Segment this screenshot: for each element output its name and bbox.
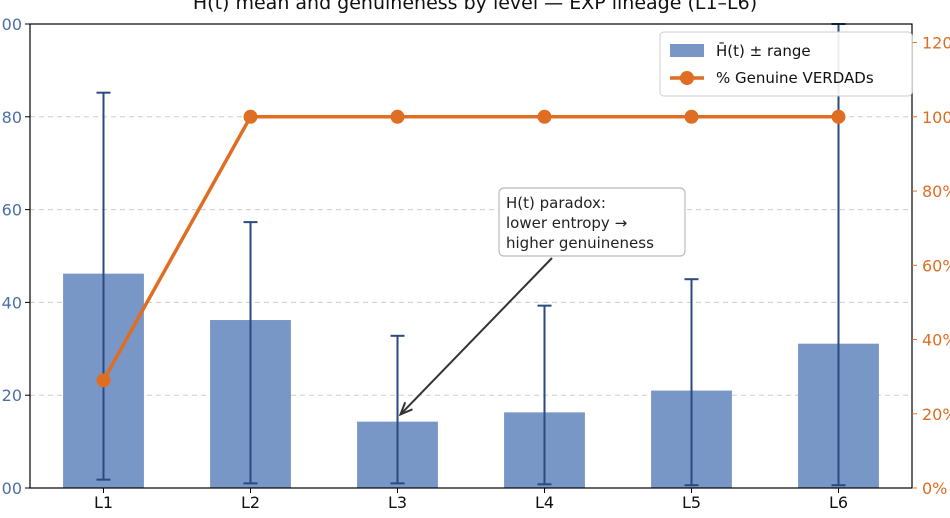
right-tick-label: 20% xyxy=(922,405,950,424)
legend-label-line: % Genuine VERDADs xyxy=(716,69,874,87)
right-tick-label: 120% xyxy=(922,34,950,53)
annotation-arrow-head xyxy=(398,401,413,417)
genuine-point-L1 xyxy=(96,373,111,388)
x-tick-label: L5 xyxy=(682,493,701,512)
right-tick-label: 0% xyxy=(922,479,947,498)
x-tick-label: L1 xyxy=(94,493,113,512)
left-tick-label: 0.20 xyxy=(0,386,22,405)
x-tick-label: L3 xyxy=(388,493,407,512)
left-tick-label: 0.60 xyxy=(0,201,22,220)
annotation: H(t) paradox: lower entropy → higher genui… xyxy=(398,187,686,417)
right-tick-label: 40% xyxy=(922,331,950,350)
genuine-point-L4 xyxy=(537,109,552,124)
legend-box xyxy=(659,31,913,97)
annotation-text: H(t) paradox: xyxy=(506,194,606,212)
legend-swatch-marker xyxy=(680,71,694,85)
right-tick-label: 60% xyxy=(922,256,950,275)
genuine-line xyxy=(96,109,846,388)
x-tick-label: L4 xyxy=(535,493,554,512)
legend-label-bars: H̄(t) ± range xyxy=(716,41,811,60)
right-tick-label: 100% xyxy=(922,108,950,127)
x-tick-label: L6 xyxy=(829,493,848,512)
right-tick-label: 80% xyxy=(922,182,950,201)
genuine-point-L2 xyxy=(243,109,258,124)
annotation-text: lower entropy → xyxy=(506,214,627,232)
genuine-point-L6 xyxy=(831,109,846,124)
left-tick-label: 0.80 xyxy=(0,108,22,127)
genuine-point-L5 xyxy=(684,109,699,124)
genuine-line-path xyxy=(101,115,839,382)
left-tick-label: 1.00 xyxy=(0,15,22,34)
chart-title: H̄(t) mean and genuineness by level — EX… xyxy=(193,0,757,14)
annotation-text: higher genuineness xyxy=(506,234,654,252)
x-tick-label: L2 xyxy=(241,493,260,512)
error-bar-L5 xyxy=(684,278,699,487)
legend: H̄(t) ± range % Genuine VERDADs xyxy=(659,31,913,97)
annotation-arrow-line xyxy=(399,257,553,416)
plot-frame xyxy=(29,23,913,489)
left-tick-label: 0.00 xyxy=(0,479,22,498)
genuine-point-L3 xyxy=(390,109,405,124)
bars xyxy=(63,273,879,488)
annotation-box xyxy=(498,187,686,257)
left-tick-label: 0.40 xyxy=(0,293,22,312)
error-bar-L2 xyxy=(243,221,258,485)
error-bar-L3 xyxy=(390,334,405,485)
legend-swatch-bars xyxy=(670,44,704,57)
error-bar-L1 xyxy=(96,91,111,481)
error-bar-L4 xyxy=(537,304,552,486)
axes: 0.00 0.20 0.40 0.60 0.80 1.00 0% 20% 40% 60% 80% 10… xyxy=(0,15,950,512)
